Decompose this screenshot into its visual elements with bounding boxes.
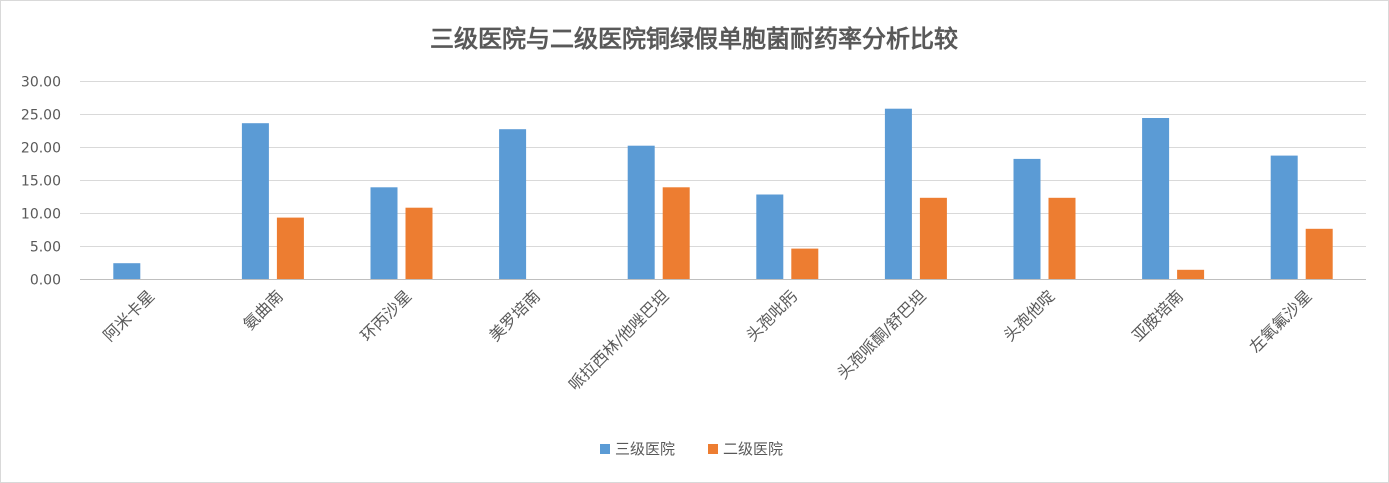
bar-tertiary <box>884 108 912 279</box>
x-tick-label: 氨曲南 <box>239 286 286 333</box>
y-axis-ticks: 0.00 5.00 10.00 15.00 20.00 25.00 30.00 <box>21 75 61 289</box>
bar-tertiary <box>1013 158 1041 279</box>
y-tick-label: 20.00 <box>21 141 61 157</box>
legend-swatch <box>600 444 610 454</box>
bar-secondary <box>276 217 304 279</box>
bar-secondary <box>1305 228 1333 279</box>
bar-secondary <box>1048 197 1076 279</box>
legend-label: 二级医院 <box>723 440 783 458</box>
y-tick-label: 25.00 <box>21 108 61 124</box>
x-tick-label: 头孢吡肟 <box>742 286 801 345</box>
y-tick-label: 5.00 <box>30 240 61 256</box>
y-tick-label: 0.00 <box>30 273 61 289</box>
x-tick-label: 美罗培南 <box>485 286 544 345</box>
x-tick-label: 阿米卡星 <box>99 286 158 345</box>
grid-lines <box>80 81 1366 247</box>
bar-tertiary <box>1142 118 1170 279</box>
bar-tertiary <box>499 129 527 279</box>
bar-tertiary <box>370 187 398 279</box>
x-tick-label: 亚胺培南 <box>1128 286 1187 345</box>
x-tick-label: 头孢他啶 <box>1000 286 1059 345</box>
bar-tertiary <box>756 194 784 279</box>
bar-tertiary <box>627 145 655 279</box>
legend-swatch <box>708 444 718 454</box>
y-tick-label: 30.00 <box>21 75 61 91</box>
x-tick-label: 环丙沙星 <box>357 286 416 345</box>
legend-label: 三级医院 <box>615 440 675 458</box>
bar-secondary <box>405 207 433 279</box>
bar-secondary <box>1177 269 1205 279</box>
bar-secondary <box>919 197 947 279</box>
chart-title: 三级医院与二级医院铜绿假单胞菌耐药率分析比较 <box>430 25 958 53</box>
x-tick-label: 头孢哌酮/舒巴坦 <box>833 286 929 382</box>
y-tick-label: 15.00 <box>21 174 61 190</box>
bars <box>113 108 1333 279</box>
bar-secondary <box>662 187 690 279</box>
y-tick-label: 10.00 <box>21 207 61 223</box>
x-tick-label: 哌拉西林/他唑巴坦 <box>565 286 673 394</box>
bar-tertiary <box>113 263 141 279</box>
x-tick-label: 左氧氟沙星 <box>1246 286 1316 356</box>
bar-secondary <box>791 248 819 279</box>
bar-tertiary <box>1270 155 1298 279</box>
bar-tertiary <box>241 123 269 279</box>
x-axis-labels: 阿米卡星 氨曲南 环丙沙星 美罗培南 哌拉西林/他唑巴坦 头孢吡肟 头孢哌酮/舒巴坦 头孢他啶… <box>99 286 1315 394</box>
legend: 三级医院 二级医院 <box>600 440 783 458</box>
